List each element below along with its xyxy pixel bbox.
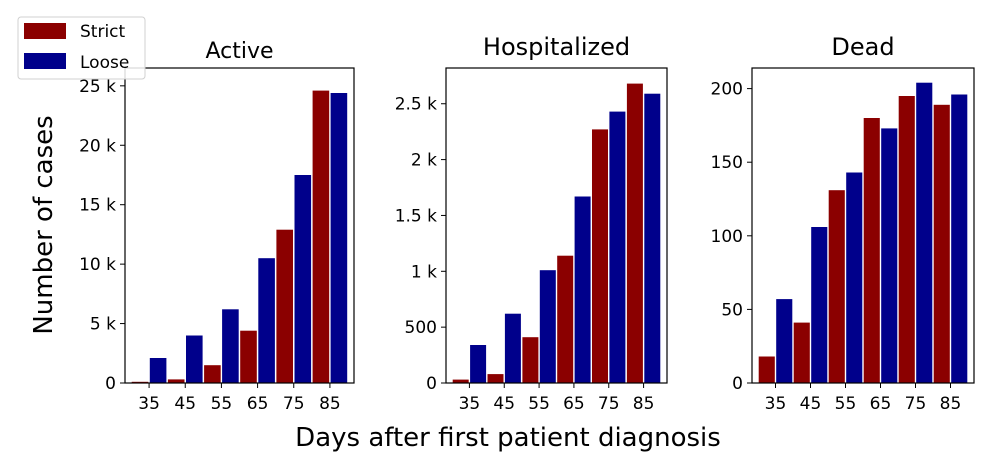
y-tick-label: 20 k bbox=[79, 136, 116, 156]
bar-strict-65 bbox=[863, 118, 880, 383]
x-axis-label: Days after first patient diagnosis bbox=[295, 423, 721, 453]
bar-loose-35 bbox=[470, 345, 487, 383]
bar-strict-85 bbox=[933, 104, 950, 384]
panel-dead: 35 45 55 65 75 85 0 50 100 150 200 Dead bbox=[711, 33, 975, 414]
x-tick-label: 65 bbox=[247, 394, 269, 414]
bar-loose-65 bbox=[574, 196, 591, 383]
axes-frame bbox=[124, 67, 355, 384]
y-tick-label: 25 k bbox=[79, 77, 116, 97]
legend-swatch-strict bbox=[24, 23, 66, 39]
x-tick-label: 45 bbox=[493, 394, 515, 414]
x-tick-label: 75 bbox=[598, 394, 620, 414]
bar-loose-55 bbox=[222, 309, 239, 383]
bar-strict-75 bbox=[592, 129, 608, 383]
bar-loose-65 bbox=[258, 258, 275, 383]
legend-label-strict: Strict bbox=[80, 22, 126, 42]
bar-loose-85 bbox=[644, 93, 661, 383]
x-tick-label: 65 bbox=[563, 394, 585, 414]
y-tick-label: 10 k bbox=[79, 255, 116, 275]
bar-loose-65 bbox=[881, 128, 898, 383]
y-tick-label: 200 bbox=[711, 80, 743, 100]
y-tick-label: 15 k bbox=[79, 196, 116, 216]
y-tick-label: 1.5 k bbox=[395, 206, 437, 226]
bar-strict-55 bbox=[522, 337, 539, 383]
bar-loose-35 bbox=[149, 358, 167, 383]
x-tick-label: 35 bbox=[138, 394, 160, 414]
x-tick-label: 35 bbox=[459, 394, 481, 414]
y-tick-label: 50 bbox=[721, 300, 743, 320]
x-tick-label: 55 bbox=[211, 394, 233, 414]
y-tick-label: 2.5 k bbox=[395, 95, 437, 115]
y-tick-label: 0 bbox=[732, 374, 743, 394]
bar-strict-55 bbox=[828, 190, 845, 383]
y-tick-label: 5 k bbox=[90, 315, 116, 335]
y-tick-label: 1 k bbox=[411, 262, 437, 282]
x-tick-label: 65 bbox=[870, 394, 892, 414]
bar-strict-65 bbox=[557, 255, 574, 383]
bar-strict-45 bbox=[487, 374, 504, 383]
bar-strict-85 bbox=[312, 90, 330, 383]
y-tick-label: 0 bbox=[105, 374, 116, 394]
bar-strict-85 bbox=[626, 83, 643, 383]
bar-strict-45 bbox=[793, 322, 810, 383]
panel-title: Hospitalized bbox=[483, 33, 630, 61]
bar-strict-75 bbox=[898, 96, 915, 383]
bar-loose-85 bbox=[330, 93, 348, 383]
legend: Strict Loose bbox=[17, 16, 146, 80]
bar-loose-75 bbox=[916, 82, 933, 383]
bar-loose-45 bbox=[504, 313, 521, 383]
x-tick-label: 55 bbox=[835, 394, 857, 414]
y-tick-label: 150 bbox=[711, 153, 743, 173]
legend-label-loose: Loose bbox=[80, 53, 129, 73]
panel-title: Dead bbox=[831, 33, 894, 61]
bar-strict-35 bbox=[758, 356, 775, 383]
bar-loose-85 bbox=[951, 94, 968, 383]
bar-loose-45 bbox=[811, 227, 828, 383]
bar-loose-35 bbox=[776, 299, 793, 383]
y-tick-label: 0 bbox=[426, 374, 437, 394]
bar-strict-35 bbox=[452, 379, 469, 383]
bar-loose-55 bbox=[846, 172, 863, 383]
bar-strict-75 bbox=[276, 229, 293, 383]
y-tick-label: 500 bbox=[405, 318, 437, 338]
axes-frame bbox=[751, 67, 975, 384]
x-tick-label: 45 bbox=[800, 394, 822, 414]
bar-strict-55 bbox=[204, 365, 221, 383]
x-tick-label: 55 bbox=[528, 394, 550, 414]
bar-loose-55 bbox=[539, 270, 556, 383]
panel-active: 35 45 55 65 75 85 0 5 k 10 k 15 k 20 k 25 k Active bbox=[79, 39, 355, 414]
bar-strict-65 bbox=[240, 330, 257, 383]
bar-loose-75 bbox=[294, 175, 312, 383]
x-tick-label: 85 bbox=[633, 394, 655, 414]
x-tick-label: 45 bbox=[174, 394, 196, 414]
x-tick-label: 85 bbox=[940, 394, 962, 414]
x-tick-label: 75 bbox=[905, 394, 927, 414]
x-tick-label: 75 bbox=[283, 394, 305, 414]
x-tick-label: 85 bbox=[319, 394, 341, 414]
y-tick-label: 100 bbox=[711, 227, 743, 247]
bar-loose-75 bbox=[609, 111, 626, 383]
bar-strict-45 bbox=[167, 379, 185, 383]
y-axis-label: Number of cases bbox=[29, 115, 59, 334]
bar-loose-45 bbox=[186, 335, 203, 383]
y-tick-label: 2 k bbox=[411, 151, 437, 171]
x-tick-label: 35 bbox=[765, 394, 787, 414]
legend-swatch-loose bbox=[24, 53, 66, 69]
axes-frame bbox=[445, 67, 668, 384]
panel-hospitalized: 35 45 55 65 75 85 0 500 1 k 1.5 k 2 k 2.5 k Hospital… bbox=[395, 33, 668, 414]
panel-title: Active bbox=[205, 39, 273, 64]
